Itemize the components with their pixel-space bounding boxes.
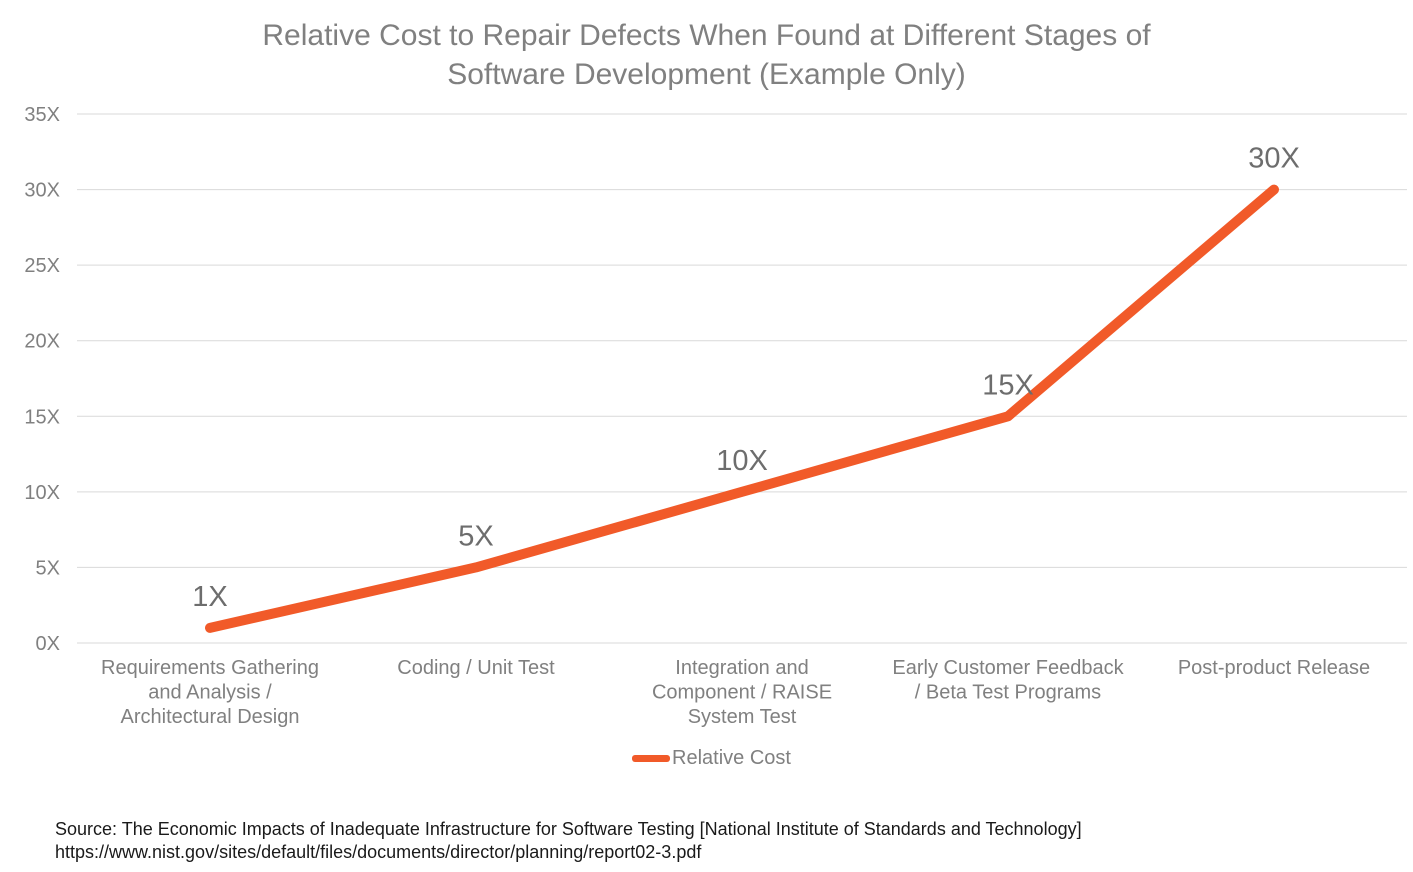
y-tick-label: 20X [24, 331, 60, 353]
y-tick-label: 10X [24, 482, 60, 504]
series-relative-cost [205, 184, 1279, 633]
data-label: 30X [1248, 143, 1300, 175]
x-tick-label: Early Customer Feedback / Beta Test Progr… [892, 657, 1124, 704]
y-tick-label: 25X [24, 255, 60, 277]
chart-title: Relative Cost to Repair Defects When Fou… [0, 16, 1413, 94]
x-tick-label: Requirements Gathering and Analysis / Arch… [101, 657, 319, 728]
chart-title-line-1: Relative Cost to Repair Defects When Fou… [262, 19, 1151, 52]
y-axis-tick-labels: 0X 5X 10X 15X 20X 25X 30X 35X [24, 104, 60, 655]
source-citation: Source: The Economic Impacts of Inadequa… [55, 819, 1082, 839]
data-label: 15X [982, 369, 1034, 401]
x-tick-label: Post-product Release [1178, 657, 1370, 679]
source-url: https://www.nist.gov/sites/default/files… [55, 842, 702, 862]
x-tick-label: Integration and Component / RAISE System T… [652, 657, 832, 728]
y-tick-label: 5X [36, 557, 60, 579]
gridlines [77, 113, 1407, 644]
chart-title-line-2: Software Development (Example Only) [447, 58, 966, 91]
x-axis-category-labels: Requirements Gathering and Analysis / Arch… [101, 657, 1370, 728]
data-label: 5X [458, 520, 493, 552]
y-tick-label: 15X [24, 406, 60, 428]
y-tick-label: 35X [24, 104, 60, 126]
series-line [205, 184, 1279, 633]
y-tick-label: 30X [24, 180, 60, 202]
legend: Relative Cost [632, 745, 791, 771]
y-tick-label: 0X [36, 633, 60, 655]
data-labels: 1X 5X 10X 15X 30X [192, 143, 1300, 613]
legend-swatch-relative-cost [632, 754, 670, 762]
data-label: 10X [716, 445, 768, 477]
data-label: 1X [192, 581, 227, 613]
legend-label-relative-cost: Relative Cost [672, 746, 791, 769]
source-note: Source: The Economic Impacts of Inadequa… [55, 818, 1082, 864]
x-tick-label: Coding / Unit Test [397, 657, 555, 679]
